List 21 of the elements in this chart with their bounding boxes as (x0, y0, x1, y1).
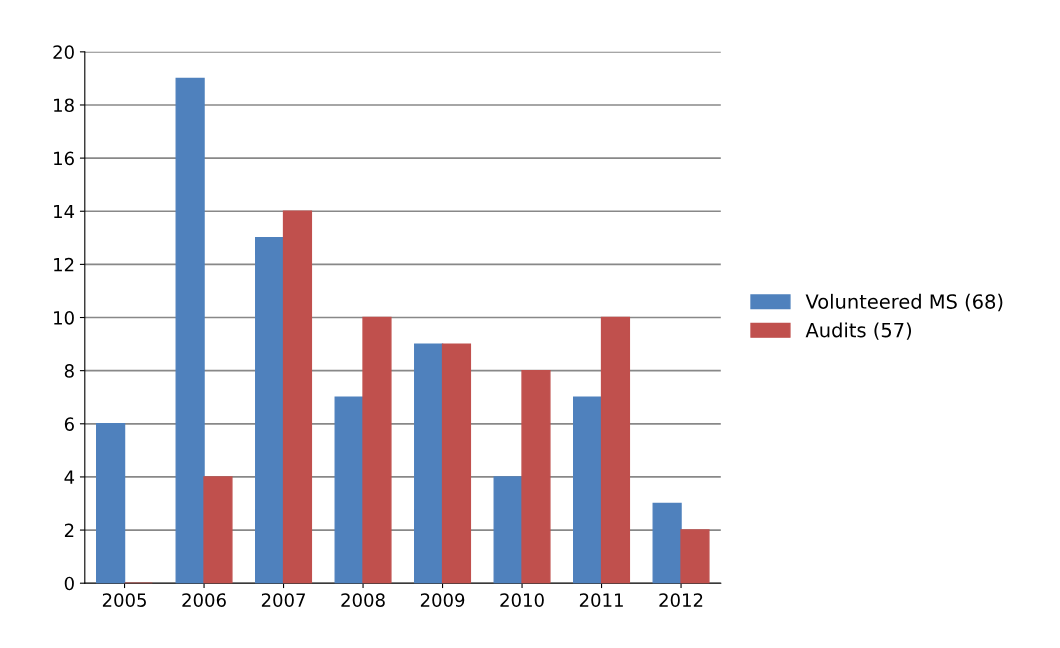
legend-label: Volunteered MS (68) (805, 293, 1003, 312)
x-tick-label: 2008 (341, 593, 385, 607)
y-tick-label: 0 (64, 576, 74, 591)
y-tick-label: 14 (54, 204, 75, 219)
y-tick-label: 16 (54, 151, 74, 166)
x-tick-label: 2012 (659, 593, 703, 607)
y-tick-label: 6 (64, 417, 74, 431)
y-tick-label: 8 (64, 364, 74, 378)
y-tick-label: 4 (64, 470, 75, 484)
x-tick-label: 2007 (261, 593, 305, 607)
y-tick-label: 12 (54, 257, 74, 272)
x-tick-label: 2006 (182, 593, 226, 607)
x-tick-label: 2011 (579, 593, 623, 607)
x-tick-label: 2005 (102, 593, 146, 607)
y-tick-label: 20 (53, 45, 74, 59)
x-tick-label: 2010 (500, 593, 544, 607)
legend-label: Audits (57) (805, 322, 912, 340)
y-tick-label: 2 (64, 523, 74, 537)
y-tick-label: 18 (54, 98, 74, 113)
x-tick-label: 2009 (420, 593, 465, 607)
y-tick-label: 10 (54, 310, 74, 325)
